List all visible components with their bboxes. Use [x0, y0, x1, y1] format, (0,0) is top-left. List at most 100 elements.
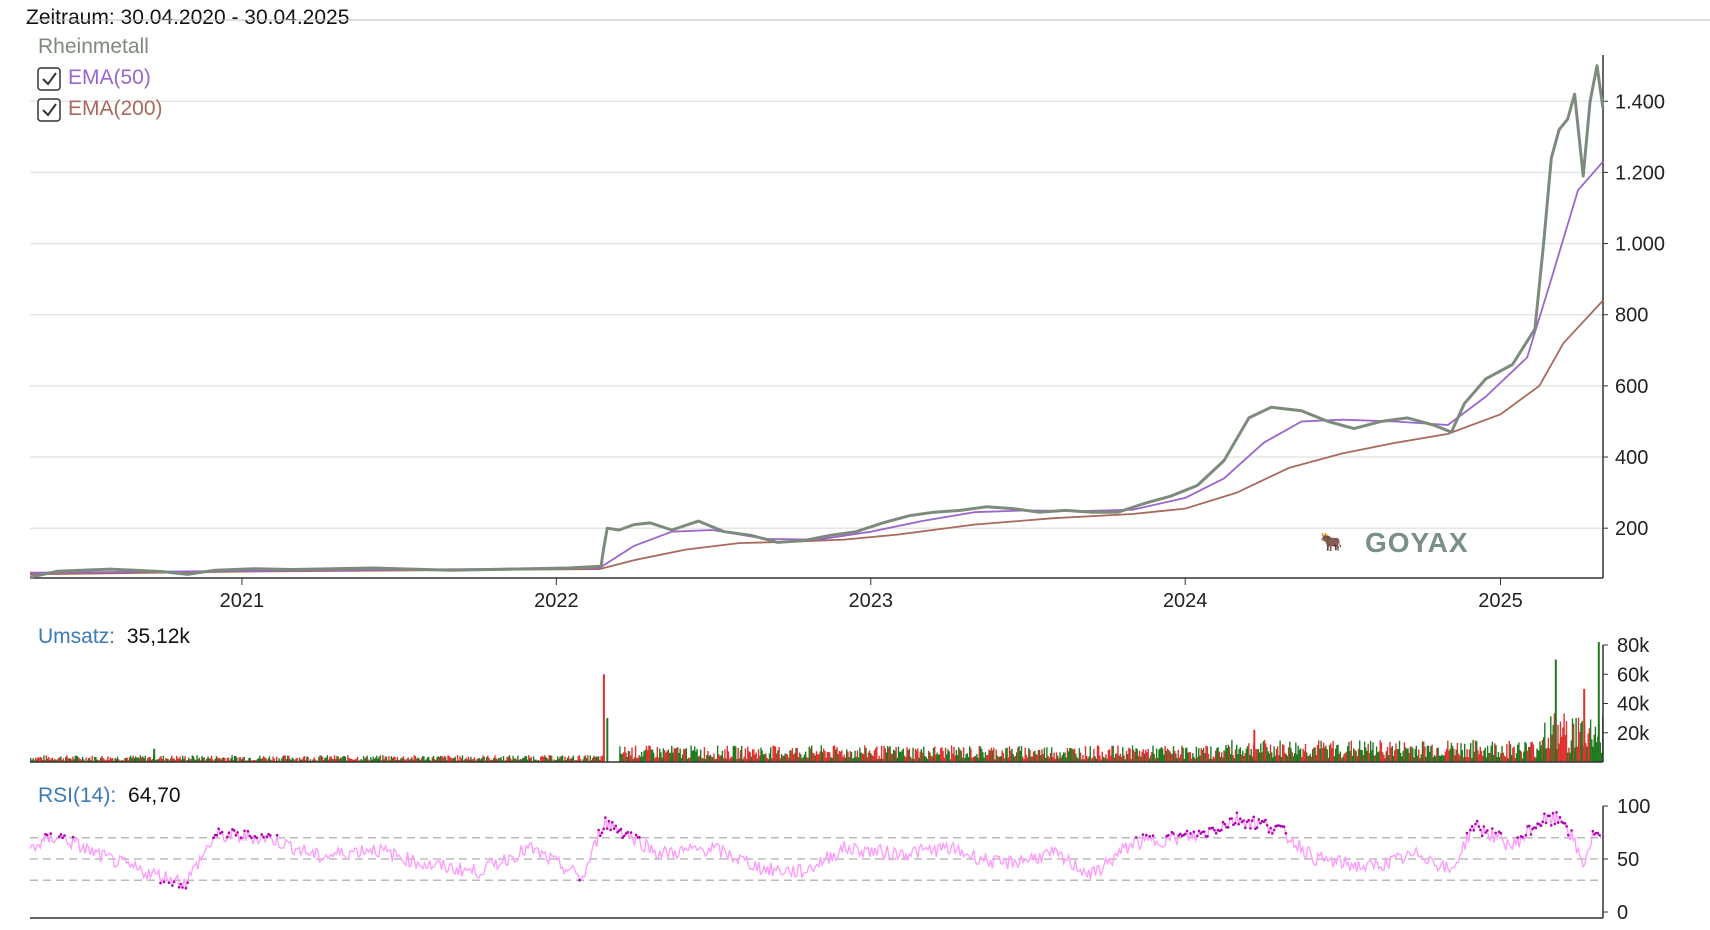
volume-bar: [236, 757, 238, 762]
volume-bar: [1368, 753, 1371, 762]
volume-bar: [1237, 754, 1239, 762]
volume-bar: [1573, 723, 1575, 762]
volume-bar: [1001, 750, 1003, 762]
volume-bar: [1108, 749, 1111, 762]
volume-bar: [874, 748, 877, 762]
volume-bar: [174, 760, 177, 762]
volume-bar: [265, 758, 267, 762]
volume-bar: [1170, 753, 1172, 762]
volume-bar: [98, 760, 101, 762]
volume-bar: [932, 747, 935, 762]
volume-bar: [770, 747, 772, 762]
rsi-extreme-mark: [269, 834, 272, 837]
volume-bar: [1379, 740, 1381, 762]
volume-bar: [888, 747, 890, 762]
volume-bar: [1030, 756, 1032, 762]
volume-bar: [1382, 752, 1384, 762]
volume-bar: [537, 760, 540, 762]
volume-bar: [1213, 757, 1216, 762]
volume-bar: [786, 754, 789, 762]
volume-bar: [52, 760, 55, 762]
volume-bar: [471, 759, 473, 762]
price-tick-label: 400: [1615, 447, 1648, 469]
volume-bar: [349, 758, 351, 762]
volume-bar: [755, 752, 757, 762]
volume-bar: [429, 759, 431, 762]
volume-bar: [855, 756, 857, 762]
volume-bar: [547, 759, 549, 762]
volume-bar: [1418, 749, 1420, 762]
volume-bar: [511, 760, 513, 762]
volume-bar: [497, 758, 500, 762]
volume-bar: [1285, 754, 1287, 762]
volume-bar: [1521, 758, 1524, 762]
volume-bar: [958, 747, 960, 762]
rsi-extreme-mark: [1247, 818, 1250, 822]
volume-bar: [184, 756, 186, 762]
volume-bar: [89, 757, 91, 762]
volume-bar: [1355, 751, 1357, 762]
volume-bar: [710, 756, 713, 762]
volume-bar: [124, 758, 126, 762]
rsi-extreme-mark: [1206, 835, 1209, 838]
volume-bar: [508, 755, 511, 762]
volume-bar: [1287, 747, 1290, 762]
volume-bar: [254, 760, 256, 762]
volume-bar: [1491, 741, 1494, 762]
volume-bar: [814, 755, 816, 762]
volume-bar: [106, 759, 108, 762]
volume-bar: [1445, 748, 1448, 762]
volume-bar: [1084, 746, 1087, 762]
volume-bar: [1090, 758, 1093, 762]
volume-bar: [1245, 748, 1248, 762]
ema200-checkbox[interactable]: [37, 98, 61, 122]
volume-bar: [1383, 754, 1385, 762]
volume-bar: [1159, 748, 1161, 762]
volume-bar: [1357, 748, 1360, 762]
volume-bar: [1290, 748, 1292, 762]
volume-bar: [165, 758, 167, 762]
volume-bar: [206, 758, 208, 762]
rsi-extreme-mark: [236, 831, 239, 834]
volume-bar: [872, 756, 874, 762]
volume-bar: [890, 753, 892, 762]
volume-bar: [663, 750, 666, 762]
price-tick-label: 600: [1615, 376, 1648, 398]
volume-bar: [227, 757, 230, 762]
ema50-checkbox[interactable]: [37, 67, 61, 91]
volume-bar: [1557, 724, 1559, 762]
volume-bar: [182, 755, 184, 762]
volume-bar: [972, 757, 974, 762]
volume-bar: [660, 752, 662, 762]
volume-title: Umsatz:: [38, 625, 115, 648]
volume-bar: [704, 759, 707, 762]
volume-bar: [1130, 759, 1132, 762]
volume-bar: [198, 757, 201, 762]
volume-bar: [744, 748, 747, 762]
volume-bar: [1204, 753, 1206, 762]
volume-bar: [530, 757, 532, 762]
volume-bar: [1100, 759, 1102, 762]
volume-bar: [179, 756, 181, 762]
volume-bar: [463, 760, 465, 762]
legend-ema50-toggle[interactable]: EMA(50): [37, 66, 151, 91]
volume-bar: [1526, 750, 1529, 762]
volume-bar: [969, 746, 971, 762]
volume-bar: [1488, 752, 1490, 762]
volume-bar: [169, 758, 172, 762]
rsi-extreme-mark: [1265, 824, 1269, 827]
volume-bar: [65, 756, 67, 762]
volume-bar: [377, 758, 379, 762]
volume-bar: [956, 755, 959, 762]
volume-bar: [903, 755, 906, 762]
legend-ema200-toggle[interactable]: EMA(200): [37, 97, 163, 122]
rsi-extreme-mark: [609, 828, 612, 832]
volume-bar: [577, 756, 579, 762]
volume-bar: [1533, 756, 1536, 762]
volume-bar: [948, 751, 950, 762]
price-y-axis: 200 400 600 800 1.000 1.200 1.400: [1602, 55, 1665, 578]
volume-bar: [178, 758, 180, 762]
volume-bar: [1338, 753, 1340, 762]
series-line-ema-50-: [29, 161, 1604, 574]
volume-bar: [589, 755, 591, 762]
